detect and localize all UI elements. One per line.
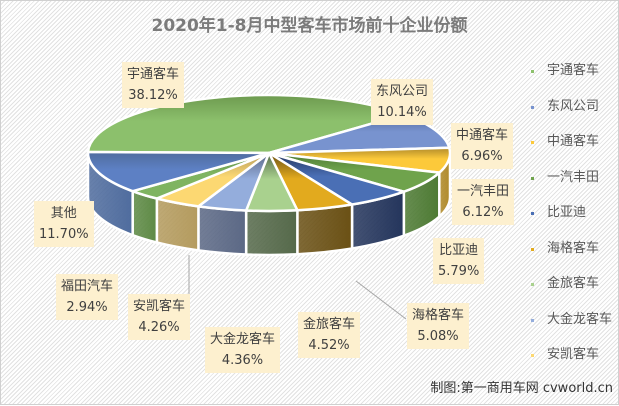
legend-item: 宇通客车 [529,61,617,97]
data-label-foton: 福田汽车 2.94% [56,274,119,320]
chart-title: 2020年1-8月中型客车市场前十企业份额 [151,16,468,36]
label-name: 中通客车 [456,128,509,143]
legend-swatch-icon [531,176,534,180]
data-label-ankai: 安凯客车 4.26% [128,294,191,340]
label-name: 福田汽车 [61,279,114,294]
legend-label: 比亚迪 [547,205,587,220]
legend-item: 比亚迪 [529,203,617,239]
data-label-dongfeng: 东风公司 10.14% [371,79,434,125]
legend-item: 中通客车 [529,132,617,168]
legend-swatch-icon [531,141,534,144]
label-name: 宇通客车 [127,67,180,82]
label-value: 4.26% [138,320,180,335]
label-value: 5.79% [438,264,480,279]
label-name: 东风公司 [376,84,429,99]
label-name: 金旅客车 [303,317,356,332]
legend-swatch-icon [531,318,534,322]
legend-swatch-icon [531,105,534,109]
pie-side-segment [244,208,299,257]
label-value: 10.14% [377,105,427,120]
label-value: 11.70% [39,227,89,242]
legend-label: 中通客车 [547,134,600,149]
data-label-higer: 海格客车 5.08% [407,303,470,349]
legend-label: 金旅客车 [547,276,600,291]
label-value: 38.12% [128,88,178,103]
chart-legend: 宇通客车东风公司中通客车一汽丰田比亚迪海格客车金旅客车大金龙客车安凯客车 [529,61,617,381]
legend-label: 大金龙客车 [547,311,613,327]
legend-label: 宇通客车 [547,63,600,78]
legend-swatch-icon [531,283,534,286]
pie-side-segment [197,204,248,256]
data-label-other: 其他 11.70% [34,201,94,247]
label-name: 海格客车 [412,308,465,323]
legend-item: 一汽丰田 [529,168,617,204]
legend-item: 海格客车 [529,239,617,275]
data-label-yutong: 宇通客车 38.12% [122,62,185,108]
legend-label: 东风公司 [547,98,600,114]
legend-label: 海格客车 [547,240,600,256]
source-credit: 制图:第一商用车网 cvworld.cn [430,381,613,396]
data-label-kinglong-golden: 金旅客车 4.52% [298,312,361,358]
label-value: 2.94% [66,300,108,315]
label-value: 6.12% [462,205,504,220]
data-label-faw-toyota: 一汽丰田 6.12% [452,179,515,225]
legend-item: 大金龙客车 [529,310,617,346]
leader-line [355,280,407,320]
legend-label: 一汽丰田 [547,169,600,185]
data-label-byd: 比亚迪 5.79% [433,238,485,284]
label-name: 其他 [50,206,77,221]
label-value: 4.36% [221,353,264,368]
label-value: 4.52% [308,338,350,353]
label-name: 比亚迪 [439,243,479,258]
label-value: 5.08% [417,329,459,344]
pie-slice-10 [86,150,271,193]
legend-swatch-icon [531,247,534,251]
legend-swatch-icon [531,70,534,73]
legend-item: 安凯客车 [529,345,617,381]
label-name: 大金龙客车 [210,332,276,347]
data-label-king-long: 大金龙客车 4.36% [205,327,281,373]
legend-item: 东风公司 [529,97,617,133]
data-label-zhongtong: 中通客车 6.96% [451,123,514,169]
pie-side-segment [296,203,354,256]
label-name: 一汽丰田 [457,184,510,199]
legend-swatch-icon [531,212,534,215]
pie-slice-0 [86,93,406,155]
legend-label: 安凯客车 [547,347,600,362]
legend-item: 金旅客车 [529,274,617,310]
label-value: 6.96% [461,149,503,164]
legend-swatch-icon [531,354,534,357]
label-name: 安凯客车 [133,299,186,314]
